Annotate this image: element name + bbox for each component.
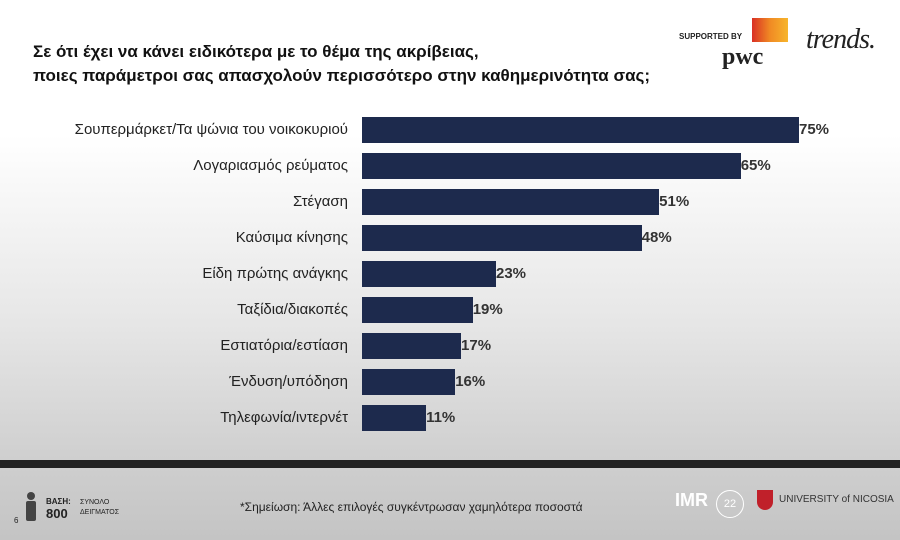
bar [362,153,741,179]
value-label: 65% [740,157,771,174]
title-line-2: ποιες παράμετροι σας απασχολούν περισσότ… [33,66,651,85]
unic-logo-icon [757,490,773,510]
footnote: *Σημείωση: Άλλες επιλογές συγκέντρωσαν χ… [240,500,583,514]
category-label: Ένδυση/υπόδηση [229,373,348,390]
sample-line-1: ΣΥΝΟΛΟ [80,499,110,506]
title-line-1: Σε ότι έχει να κάνει ειδικότερα με το θέ… [33,42,479,61]
supported-by: SUPPORTED BY [679,32,743,41]
category-label: Καύσιμα κίνησης [235,229,348,246]
bar [362,297,473,323]
bar [362,333,462,359]
bar [362,405,427,431]
value-label: 51% [659,193,690,210]
bar [362,369,456,395]
base-label: ΒΑΣΗ: [46,497,71,506]
value-label: 48% [641,229,672,246]
value-label: 17% [461,337,492,354]
category-label: Είδη πρώτης ανάγκης [202,265,348,282]
category-label: Ταξίδια/διακοπές [237,301,348,318]
pwc-logo-mark [752,18,788,42]
chart-title: Σε ότι έχει να κάνει ειδικότερα με το θέ… [33,40,650,88]
page-number: 6 [14,516,19,525]
category-label: Σουπερμάρκετ/Τα ψώνια του νοικοκυριού [74,121,348,138]
value-label: 11% [426,409,456,426]
base-value: 800 [46,506,68,521]
value-label: 23% [496,265,527,282]
bar [362,261,496,287]
person-icon [26,492,36,522]
category-label: Λογαριασμός ρεύματος [193,157,348,174]
pwc-logo: pwc [722,44,764,70]
bar [362,225,642,251]
university-logo: UNIVERSITY of NICOSIA [779,494,894,505]
trends-logo: trends. [806,24,876,55]
value-label: 19% [472,301,503,318]
category-label: Τηλεφωνία/ιντερνέτ [220,409,348,426]
bar [362,189,660,215]
imr-22-years: 22 [716,490,744,518]
value-label: 16% [455,373,486,390]
bar [362,117,799,143]
category-label: Εστιατόρια/εστίαση [220,337,348,354]
value-label: 75% [799,121,830,138]
sample-line-2: ΔΕΙΓΜΑΤΟΣ [80,509,120,516]
imr-logo: IMR [675,490,708,510]
divider-band [0,460,900,468]
category-label: Στέγαση [293,193,348,210]
